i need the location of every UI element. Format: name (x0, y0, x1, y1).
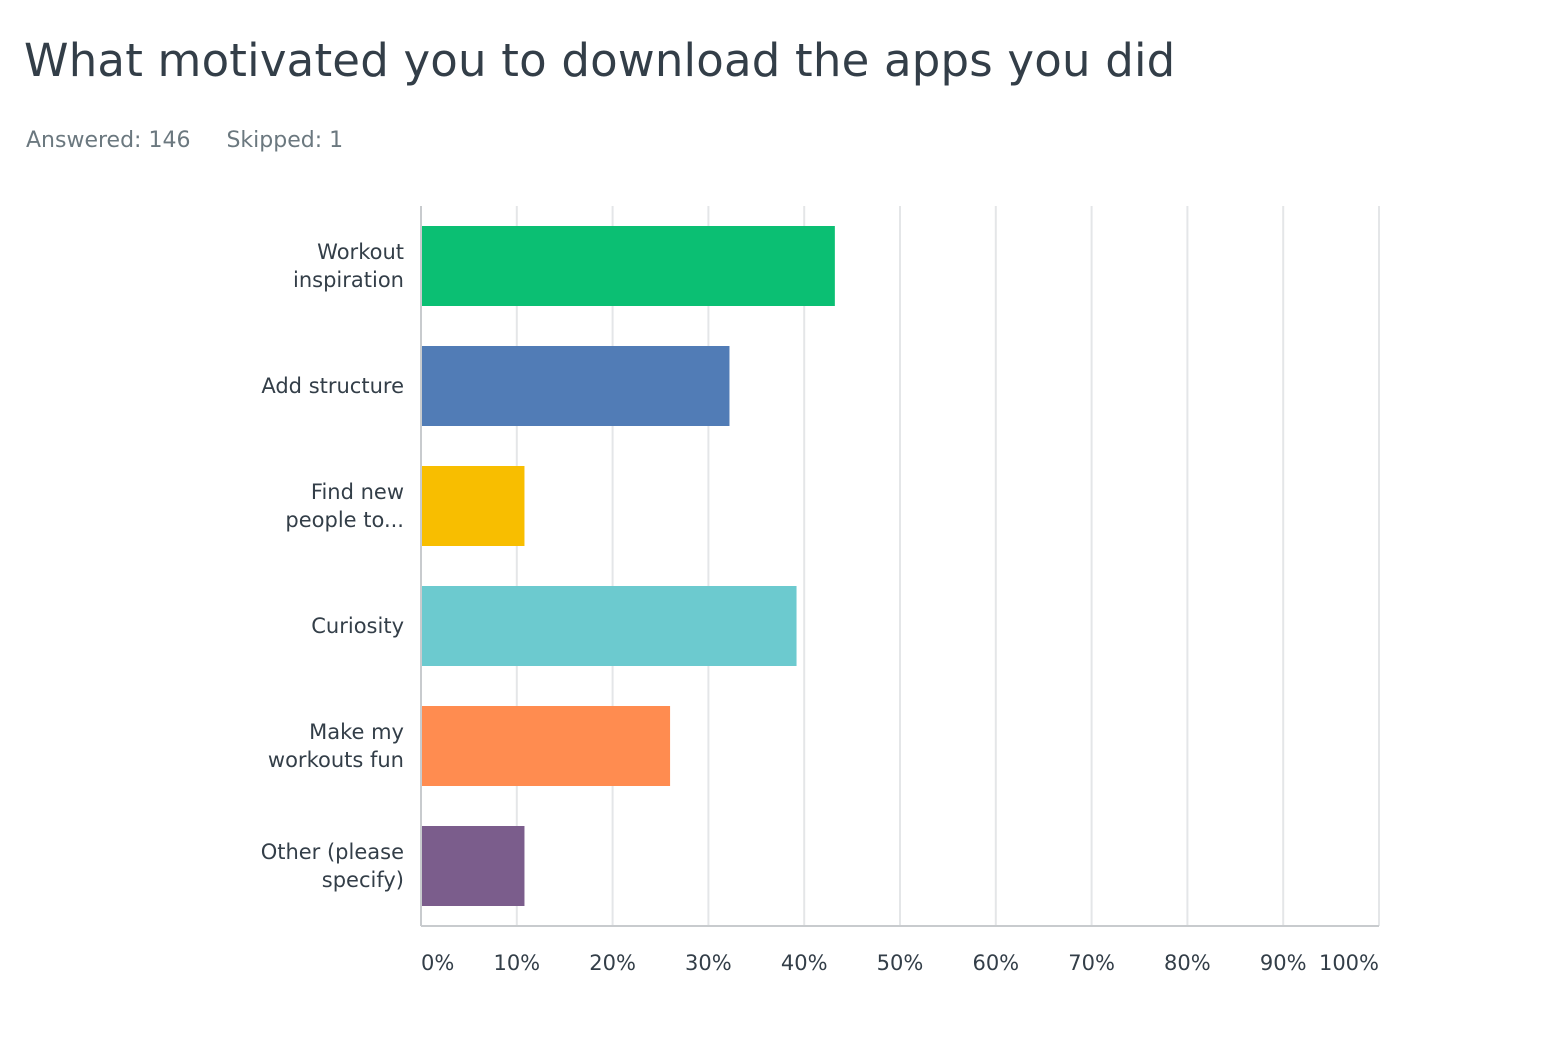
category-label: people to... (285, 508, 404, 532)
category-label: Make my (309, 720, 404, 744)
tick-labels: 0% 10% 20% 30% 40% 50% 60% 70% 80% 90% 100% (421, 951, 1379, 975)
x-tick-label: 50% (877, 951, 924, 975)
x-tick-label: 20% (589, 951, 636, 975)
x-tick-label: 80% (1164, 951, 1211, 975)
bar[interactable] (421, 226, 835, 306)
category-label: inspiration (293, 268, 404, 292)
grid-lines (515, 206, 1380, 926)
axes (420, 206, 1379, 927)
category-label: Curiosity (311, 614, 404, 638)
category-label: Find new (311, 480, 404, 504)
category-label: specify) (322, 868, 404, 892)
x-tick-label: 10% (493, 951, 540, 975)
response-stats: Answered: 146 Skipped: 1 (26, 128, 343, 153)
x-tick-label: 30% (685, 951, 732, 975)
category-label: Add structure (261, 374, 404, 398)
bar[interactable] (421, 346, 730, 426)
bars (421, 226, 835, 906)
x-tick-label: 90% (1260, 951, 1307, 975)
bar[interactable] (421, 826, 525, 906)
category-label: Other (please (261, 840, 404, 864)
bar[interactable] (421, 586, 797, 666)
x-tick-label: 60% (972, 951, 1019, 975)
bar[interactable] (421, 706, 671, 786)
x-tick-label: 40% (781, 951, 828, 975)
category-labels: Workout inspiration Add structure Find new p… (261, 240, 404, 892)
page-title: What motivated you to download the apps … (24, 34, 1176, 87)
x-tick-label: 0% (421, 951, 454, 975)
skipped-count: Skipped: 1 (226, 128, 344, 153)
category-label: workouts fun (268, 748, 404, 772)
category-label: Workout (317, 240, 404, 264)
x-tick-label: 100% (1319, 951, 1379, 975)
bar[interactable] (421, 466, 525, 546)
x-tick-label: 70% (1068, 951, 1115, 975)
answered-count: Answered: 146 (26, 128, 191, 153)
